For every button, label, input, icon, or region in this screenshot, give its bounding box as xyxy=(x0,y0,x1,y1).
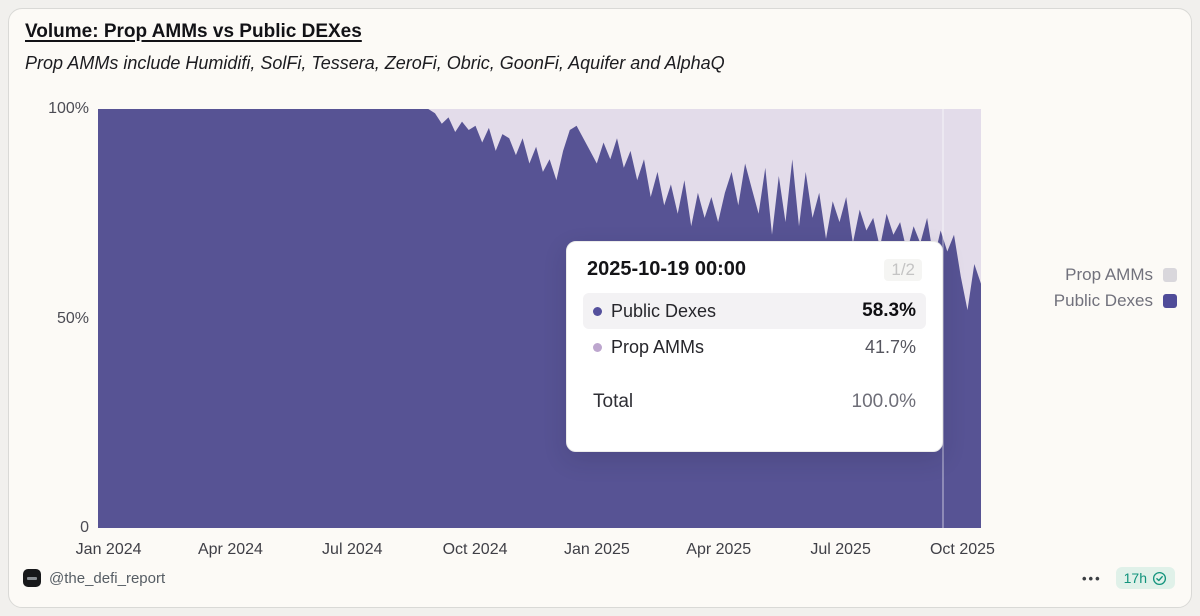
timestamp-label: 17h xyxy=(1123,570,1147,586)
legend-swatch xyxy=(1163,294,1177,308)
series-dot-icon xyxy=(593,306,602,316)
x-tick-label: Oct 2025 xyxy=(929,541,995,558)
tooltip-series-label: Prop AMMs xyxy=(611,336,705,357)
y-tick-label: 0 xyxy=(80,519,89,536)
tooltip-series-row: Public Dexes 58.3% xyxy=(583,293,926,329)
page-title: Volume: Prop AMMs vs Public DEXes xyxy=(25,21,362,42)
page-subtitle: Prop AMMs include Humidifi, SolFi, Tesse… xyxy=(25,53,725,73)
tooltip-total-label: Total xyxy=(593,391,634,412)
x-tick-label: Jan 2024 xyxy=(75,541,142,558)
tooltip-series-row: Prop AMMs 41.7% xyxy=(583,329,926,365)
tooltip-rows: Public Dexes 58.3% Prop AMMs 41.7% xyxy=(583,293,926,365)
verified-check-icon xyxy=(1152,571,1167,585)
tooltip-total-row: Total 100.0% xyxy=(587,391,922,413)
legend-item-label: Public Dexes xyxy=(1053,291,1153,310)
x-tick-label: Jul 2025 xyxy=(810,541,871,558)
tooltip-header: 2025-10-19 00:00 1/2 xyxy=(587,258,922,281)
x-tick-label: Jul 2024 xyxy=(322,541,383,558)
tooltip-series-value: 58.3% xyxy=(862,300,916,321)
attribution-footer: @the_defi_report ••• 17h xyxy=(23,565,1175,591)
tooltip-total-value: 100.0% xyxy=(851,391,916,412)
chart-card: Volume: Prop AMMs vs Public DEXes Prop A… xyxy=(8,8,1192,608)
author-avatar-icon xyxy=(23,569,41,587)
author-handle[interactable]: @the_defi_report xyxy=(49,569,166,587)
tooltip-pager-badge: 1/2 xyxy=(884,258,922,281)
x-tick-label: Jan 2025 xyxy=(563,541,630,558)
x-tick-label: Apr 2024 xyxy=(197,541,263,558)
chart-tooltip: 2025-10-19 00:00 1/2 Public Dexes 58.3% Pr… xyxy=(566,241,943,452)
timestamp-badge[interactable]: 17h xyxy=(1115,567,1175,589)
tooltip-date: 2025-10-19 00:00 xyxy=(587,258,747,280)
tooltip-series-label: Public Dexes xyxy=(611,300,717,321)
author-byline[interactable]: @the_defi_report xyxy=(23,569,165,587)
y-tick-label: 100% xyxy=(48,100,89,117)
legend-item[interactable]: Public Dexes xyxy=(1054,291,1177,311)
y-tick-label: 50% xyxy=(56,309,89,327)
x-tick-label: Oct 2024 xyxy=(442,541,508,558)
legend-item-label: Prop AMMs xyxy=(1065,265,1153,284)
legend-swatch xyxy=(1163,268,1177,282)
series-dot-icon xyxy=(593,342,602,352)
legend-item[interactable]: Prop AMMs xyxy=(1065,265,1177,285)
x-tick-label: Apr 2025 xyxy=(686,541,752,558)
chart-legend: Prop AMMs Public Dexes xyxy=(1054,265,1177,311)
tooltip-series-value: 41.7% xyxy=(864,336,916,357)
more-options-button[interactable]: ••• xyxy=(1081,570,1102,586)
